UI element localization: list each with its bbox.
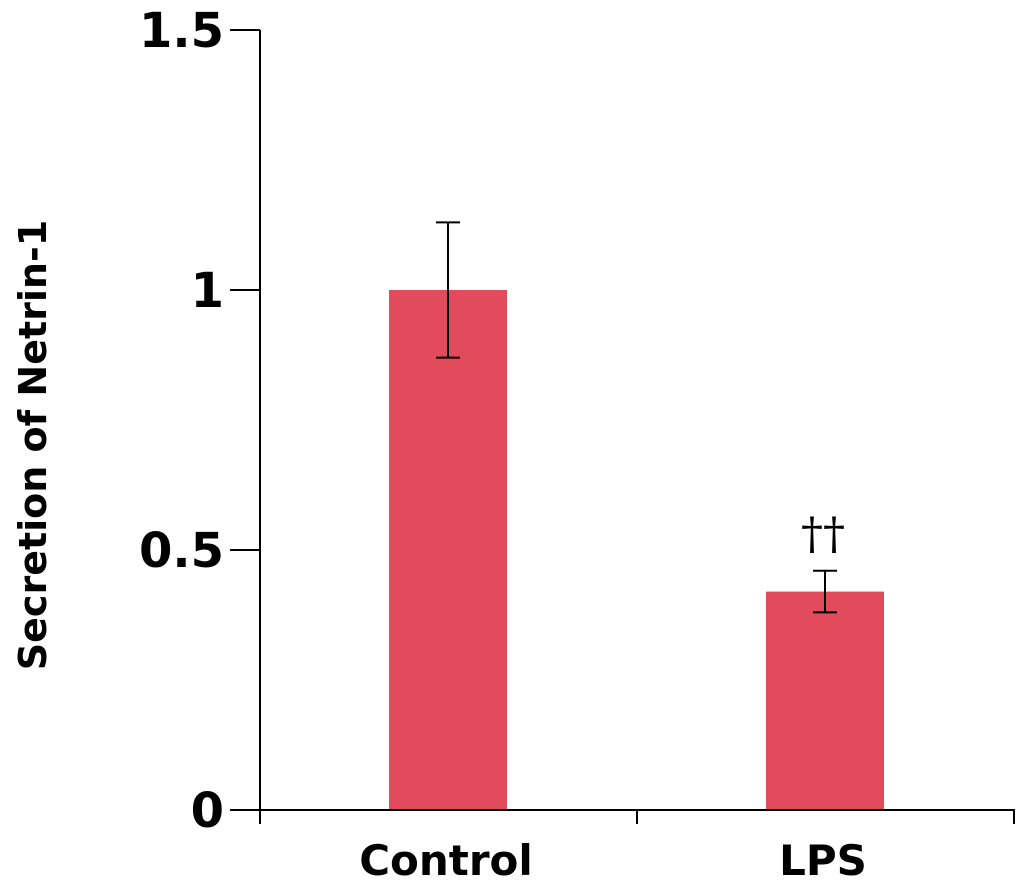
bar-control — [389, 290, 507, 810]
bars-group — [389, 290, 884, 810]
y-tick-label: 1 — [191, 263, 224, 319]
y-tick-label: 0.5 — [139, 523, 224, 579]
bar-lps — [766, 591, 884, 810]
y-tick-label: 1.5 — [139, 3, 224, 59]
ticks-group — [230, 29, 1015, 824]
significance-annotation: †† — [801, 509, 845, 560]
x-category-label: Control — [359, 836, 533, 885]
y-tick-label: 0 — [191, 783, 224, 839]
axes-group — [259, 30, 1015, 811]
y-axis-title: Secretion of Netrin-1 — [11, 220, 55, 670]
error-bars-group — [436, 221, 837, 614]
labels-group: 0 0.5 1 1.5 Control LPS †† — [139, 3, 867, 885]
x-category-label: LPS — [779, 836, 867, 885]
